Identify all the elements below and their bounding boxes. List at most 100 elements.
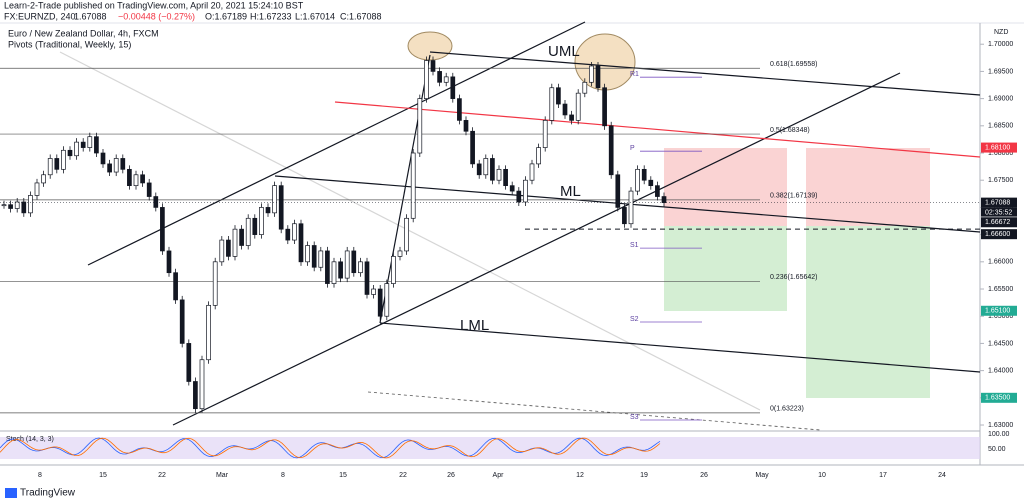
candle <box>476 163 482 176</box>
candle <box>140 174 145 184</box>
candle <box>292 223 297 241</box>
x-tick-label: 26 <box>447 472 455 479</box>
logo <box>5 488 17 498</box>
price-tag-label: 1.66672 <box>985 219 1010 226</box>
candle <box>641 168 647 181</box>
candle <box>351 250 357 274</box>
candle <box>338 261 343 279</box>
candle <box>173 272 178 301</box>
candle <box>166 250 172 274</box>
candle <box>391 256 396 284</box>
candle <box>404 217 409 252</box>
candle <box>87 136 93 148</box>
candle <box>107 163 112 173</box>
candle <box>80 141 86 148</box>
fib-label: 0.5(1.68348) <box>770 127 810 134</box>
candle <box>635 168 640 192</box>
candle <box>437 71 442 83</box>
candle <box>305 245 310 263</box>
candle <box>199 359 205 410</box>
candle <box>589 65 594 83</box>
fib-label: 0.618(1.69558) <box>770 61 817 68</box>
candle <box>239 228 244 246</box>
candle <box>430 60 436 72</box>
stoch-tick: 50.00 <box>988 446 1006 453</box>
candle <box>529 163 535 181</box>
stoch-d <box>0 437 661 459</box>
candle <box>536 147 541 165</box>
pivot-label: S3 <box>630 414 639 421</box>
candle <box>575 92 581 121</box>
y-tick-label: 1.65500 <box>988 286 1013 293</box>
price-tag <box>981 229 1017 240</box>
footer: TradingView <box>20 488 76 499</box>
candle <box>377 288 383 317</box>
pivot-label: S2 <box>630 316 639 323</box>
x-tick-label: 15 <box>339 472 347 479</box>
candle <box>206 304 211 361</box>
x-tick-label: 15 <box>99 472 107 479</box>
change: −0.00448 (−0.27%) <box>118 11 195 21</box>
x-tick-label: May <box>755 472 769 479</box>
candle <box>556 87 561 105</box>
publisher: Learn-2-Trade published on TradingView.c… <box>4 0 304 10</box>
candle <box>655 185 660 197</box>
x-tick-label: 17 <box>879 472 887 479</box>
candle <box>569 114 574 121</box>
countdown-bg <box>981 207 1017 217</box>
x-tick-label: 12 <box>576 472 584 479</box>
candle <box>622 207 627 225</box>
candle <box>179 299 185 344</box>
candle <box>193 381 198 410</box>
candle <box>443 76 449 83</box>
y-tick-label: 1.66000 <box>988 259 1013 266</box>
candle <box>186 343 192 382</box>
candle <box>615 174 621 208</box>
candle <box>113 158 119 173</box>
candle <box>318 250 324 268</box>
y-tick-label: 1.68500 <box>988 123 1013 130</box>
x-tick-label: 26 <box>700 472 708 479</box>
candle <box>542 120 548 148</box>
candle <box>1 204 7 207</box>
y-tick-label: 1.64500 <box>988 340 1013 347</box>
fib-label: 0.236(1.65642) <box>770 274 817 281</box>
highlight <box>574 33 636 91</box>
channel-line <box>172 72 901 426</box>
price-tag <box>981 197 1017 208</box>
candle <box>358 261 363 274</box>
candle <box>272 185 277 214</box>
candle <box>120 158 126 170</box>
candle <box>160 207 165 252</box>
y-tick-label: 1.70000 <box>988 41 1013 48</box>
candle <box>344 250 350 279</box>
high: H:1.67233 <box>250 11 292 21</box>
y-tick-label: 1.64000 <box>988 367 1013 374</box>
candle <box>582 81 588 94</box>
pivot-label: R1 <box>630 71 639 78</box>
x-tick-label: 8 <box>38 472 42 479</box>
candle <box>410 152 416 219</box>
candle <box>397 250 403 257</box>
candle <box>127 168 132 187</box>
candle <box>47 158 53 176</box>
candle <box>74 141 79 157</box>
y-tick-label: 1.67500 <box>988 177 1013 184</box>
candle <box>661 196 667 203</box>
annotation: UML <box>548 43 580 60</box>
candle <box>549 87 555 121</box>
x-tick-label: 24 <box>938 472 946 479</box>
candle <box>457 98 462 121</box>
price-tag <box>981 142 1017 153</box>
candle <box>226 239 231 257</box>
x-tick-label: Apr <box>493 472 505 479</box>
candle <box>54 158 60 170</box>
stop-zone <box>664 148 787 226</box>
fib-label: 0.382(1.67139) <box>770 193 817 200</box>
price-tag <box>981 392 1017 403</box>
candle <box>100 152 106 165</box>
resistance-line <box>334 101 981 158</box>
stop-zone <box>806 148 930 226</box>
candle <box>384 283 390 317</box>
